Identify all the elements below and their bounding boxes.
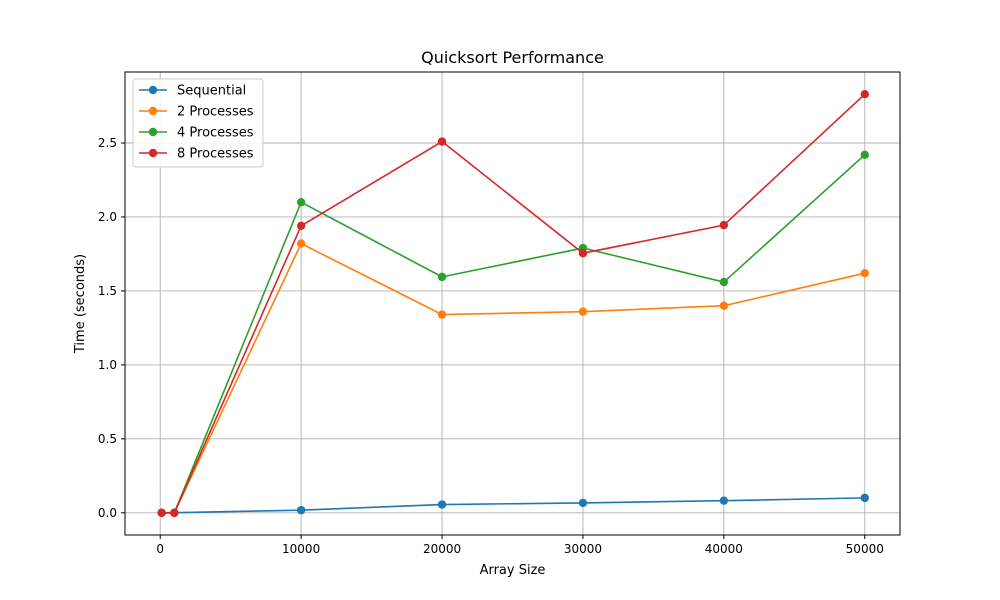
legend-entry-sequential: Sequential (139, 84, 246, 99)
legend-entries: Sequential 2 Processes 4 Processes 8 Proces… (139, 84, 254, 162)
x-tick-label: 0 (156, 542, 164, 556)
data-point-8-processes (578, 249, 588, 258)
data-point-8-processes (157, 508, 166, 518)
data-point-8-processes (719, 220, 729, 230)
y-tick-label: 0.0 (98, 506, 117, 520)
x-axis-label: Array Size (480, 563, 546, 578)
data-point-2-processes (860, 268, 869, 278)
data-point-8-processes (437, 137, 447, 146)
x-tick-label: 40000 (705, 542, 743, 556)
data-point-4-processes (437, 272, 447, 282)
data-point-4-processes (860, 150, 869, 160)
legend-label: 4 Processes (177, 126, 254, 141)
legend-box (132, 78, 264, 168)
legend: Sequential 2 Processes 4 Processes 8 Proces… (132, 78, 264, 168)
legend-label: 8 Processes (177, 147, 254, 162)
y-tick-label: 0.5 (98, 432, 117, 446)
plot-area-frame (124, 71, 901, 536)
data-point-sequential (578, 498, 588, 508)
legend-entry-2-processes: 2 Processes (139, 105, 254, 120)
legend-label: 2 Processes (177, 105, 254, 120)
data-point-2-processes (296, 239, 306, 248)
legend-marker (148, 148, 158, 158)
data-point-sequential (860, 493, 869, 503)
legend-label: Sequential (177, 84, 246, 99)
x-tick-label: 50000 (846, 542, 884, 556)
data-point-8-processes (296, 221, 306, 231)
y-tick-label: 2.5 (98, 136, 117, 150)
legend-entry-8-processes: 8 Processes (139, 147, 254, 162)
grid (125, 72, 900, 535)
y-axis-label: Time (seconds) (73, 254, 88, 354)
legend-marker (148, 106, 158, 116)
legend-marker (148, 85, 158, 95)
y-tick-label: 1.5 (98, 284, 117, 298)
data-point-4-processes (296, 197, 306, 207)
chart-title: Quicksort Performance (421, 48, 604, 67)
series-8-processes (157, 89, 869, 518)
data-point-4-processes (719, 277, 729, 287)
data-point-sequential (719, 496, 729, 505)
y-tick-label: 1.0 (98, 358, 117, 372)
data-point-2-processes (437, 310, 447, 319)
data-point-8-processes (170, 508, 179, 518)
x-tick-label: 20000 (423, 542, 461, 556)
x-tick-label: 10000 (282, 542, 320, 556)
axis-ticks: 0 10000 20000 30000 40000 50000 0.0 0.5 1.0 1.5 2.… (98, 136, 884, 556)
y-tick-label: 2.0 (98, 210, 117, 224)
data-point-sequential (296, 505, 306, 515)
data-point-2-processes (578, 307, 588, 316)
legend-entry-4-processes: 4 Processes (139, 126, 254, 141)
data-point-2-processes (719, 301, 729, 310)
data-point-sequential (437, 500, 447, 509)
series-lines (157, 89, 869, 518)
x-tick-label: 30000 (564, 542, 602, 556)
legend-marker (148, 127, 158, 137)
data-point-8-processes (860, 89, 869, 99)
